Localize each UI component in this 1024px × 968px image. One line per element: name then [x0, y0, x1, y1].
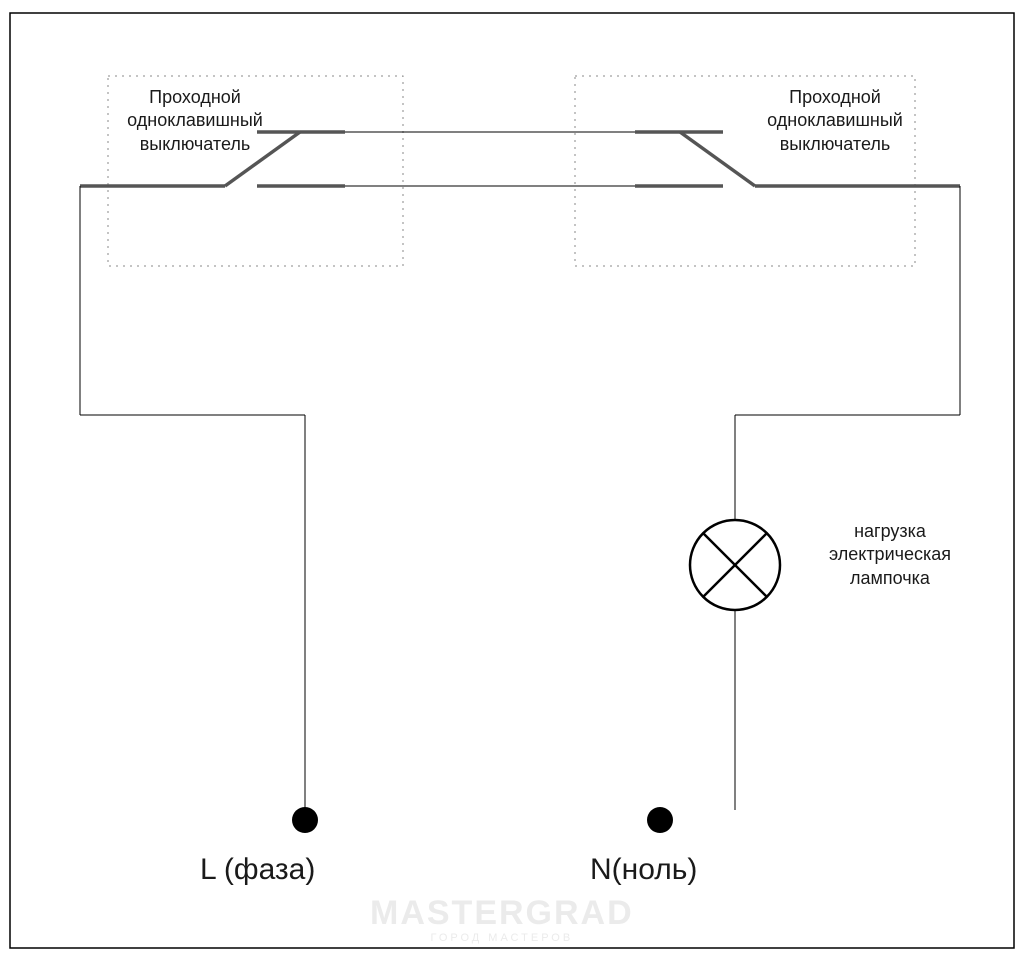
- electrical-diagram: Проходной одноклавишный выключатель Прох…: [0, 0, 1024, 963]
- terminal-N-dot: [647, 807, 673, 833]
- lamp-icon: [690, 520, 780, 610]
- terminal-L-label: L (фаза): [200, 850, 315, 889]
- switch-right-line1: Проходной: [789, 87, 881, 107]
- switch-right-line3: выключатель: [780, 134, 891, 154]
- thin-wires: [80, 132, 960, 810]
- lamp-label: нагрузка электрическая лампочка: [815, 520, 965, 590]
- switch-right-line2: одноклавишный: [767, 110, 903, 130]
- terminal-N-label: N(ноль): [590, 850, 697, 889]
- switch-left-label: Проходной одноклавишный выключатель: [115, 86, 275, 156]
- switch-left-line2: одноклавишный: [127, 110, 263, 130]
- watermark-sub: ГОРОД МАСТЕРОВ: [370, 932, 634, 944]
- switch-right-label: Проходной одноклавишный выключатель: [755, 86, 915, 156]
- switch-left-line1: Проходной: [149, 87, 241, 107]
- watermark: MASTERGRAD ГОРОД МАСТЕРОВ: [370, 895, 634, 944]
- switch-left-line3: выключатель: [140, 134, 251, 154]
- lamp-line1: нагрузка: [854, 521, 926, 541]
- watermark-main: MASTERGRAD: [370, 895, 634, 932]
- lamp-line2: электрическая: [829, 544, 951, 564]
- lamp-line3: лампочка: [850, 568, 930, 588]
- terminal-L-dot: [292, 807, 318, 833]
